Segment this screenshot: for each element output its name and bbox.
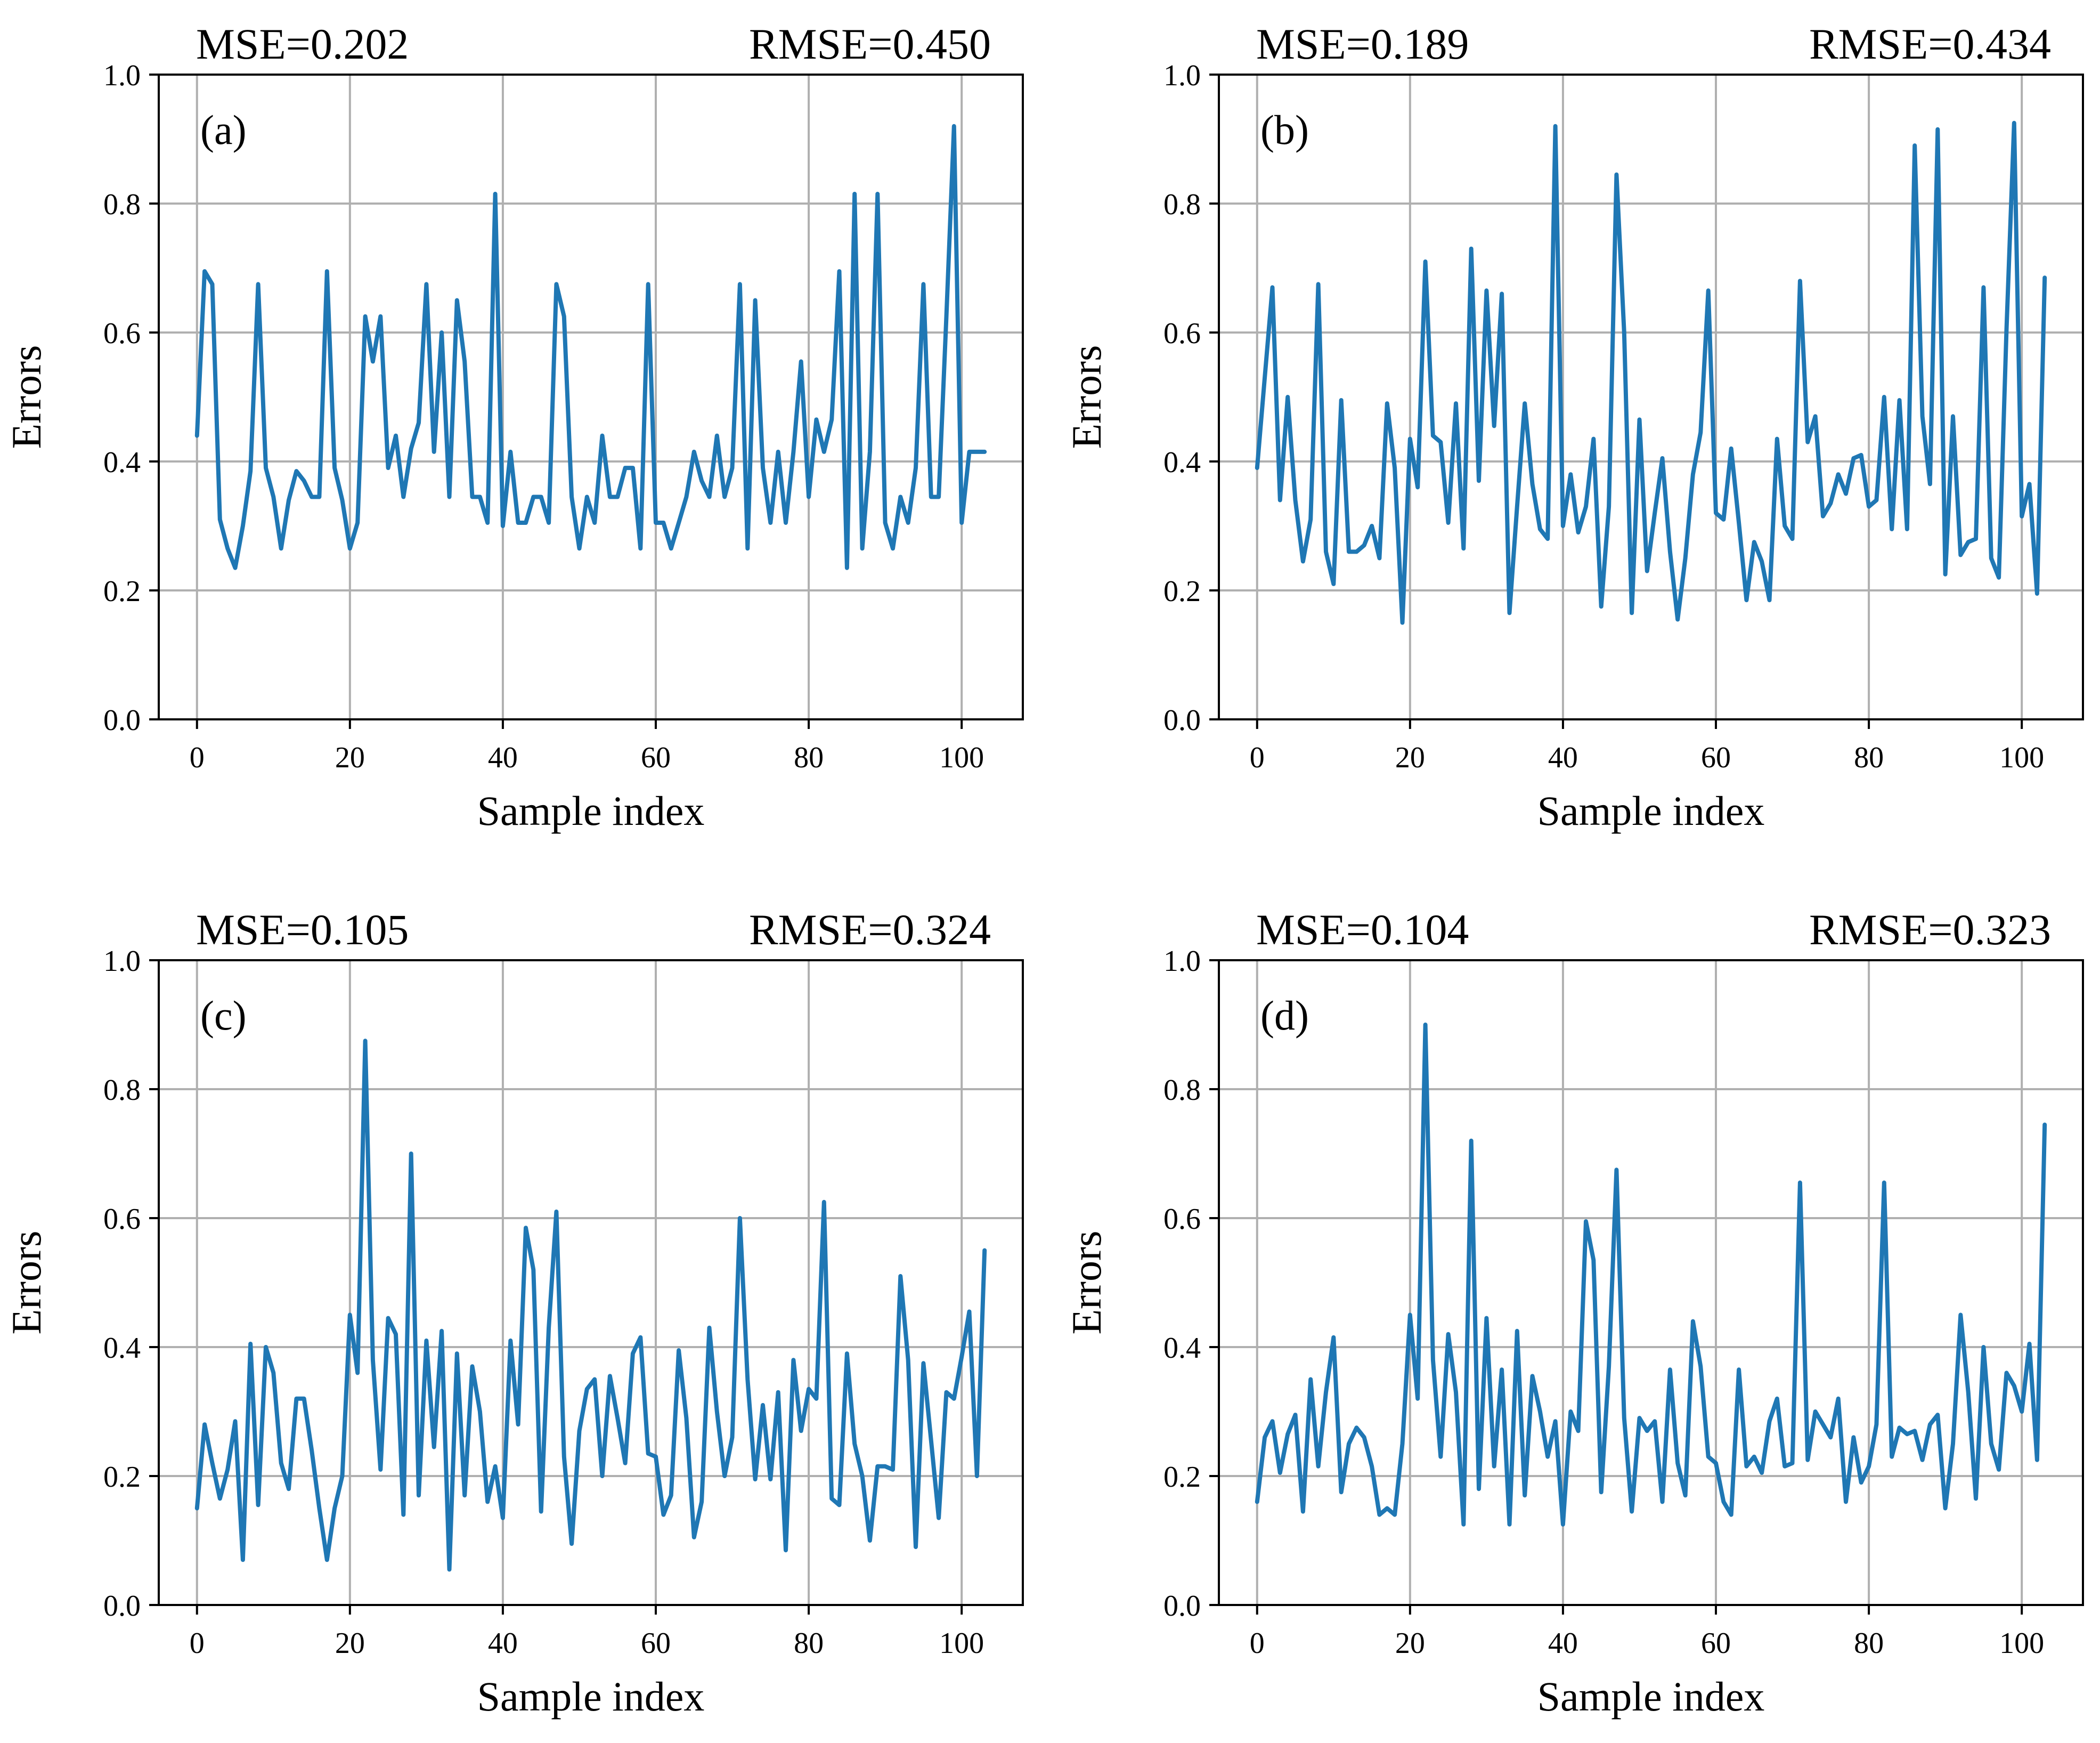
errors-series-line — [194, 1039, 987, 1572]
y-tick-label: 0.2 — [1163, 575, 1201, 608]
y-tick-label: 1.0 — [103, 59, 141, 92]
x-tick-label: 60 — [641, 1627, 671, 1660]
y-tick-label: 0.6 — [103, 1203, 141, 1236]
errors-series-line — [1255, 120, 2047, 625]
mse-label: MSE=0.105 — [196, 905, 409, 954]
y-tick-label: 0.4 — [1163, 446, 1201, 479]
x-tick-label: 40 — [1548, 741, 1578, 774]
y-tick-label: 0.6 — [1163, 317, 1201, 350]
x-tick-label: 0 — [1250, 741, 1265, 774]
x-tick-label: 20 — [335, 1627, 365, 1660]
rmse-label: RMSE=0.324 — [749, 905, 991, 954]
rmse-label: RMSE=0.434 — [1809, 20, 2051, 68]
y-tick-label: 1.0 — [1163, 945, 1201, 978]
x-axis-title: Sample index — [1537, 1673, 1765, 1720]
y-axis-title: Errors — [3, 1231, 50, 1335]
plot-frame — [1218, 959, 2084, 1606]
x-tick-label: 100 — [939, 741, 984, 774]
x-tick-label: 0 — [1250, 1627, 1265, 1660]
y-tick-label: 0.4 — [1163, 1332, 1201, 1365]
x-tick-label: 100 — [1999, 741, 2044, 774]
y-tick-label: 0.4 — [103, 1332, 141, 1365]
mse-label: MSE=0.104 — [1256, 905, 1469, 954]
x-axis-title: Sample index — [477, 788, 705, 834]
panel-label: (d) — [1260, 992, 1309, 1039]
x-tick-label: 20 — [1395, 1627, 1425, 1660]
x-tick-label: 60 — [641, 741, 671, 774]
x-axis-title: Sample index — [1537, 788, 1765, 834]
rmse-label: RMSE=0.450 — [749, 20, 991, 68]
y-tick-label: 0.0 — [1163, 704, 1201, 737]
x-tick-label: 80 — [794, 741, 824, 774]
x-tick-label: 100 — [1999, 1627, 2044, 1660]
y-axis-title: Errors — [1063, 345, 1110, 449]
x-tick-label: 60 — [1701, 1627, 1731, 1660]
x-tick-label: 20 — [1395, 741, 1425, 774]
y-tick-label: 0.6 — [1163, 1203, 1201, 1236]
chart-panel-a: 0 20 40 60 80 100 0.0 0.2 0.4 0.6 0.8 1.0 Sample ind… — [3, 20, 1024, 834]
errors-series-line — [1255, 1023, 2047, 1527]
x-tick-label: 0 — [190, 741, 205, 774]
y-axis-title: Errors — [1063, 1231, 1110, 1335]
y-tick-label: 0.0 — [1163, 1590, 1201, 1623]
x-tick-label: 80 — [794, 1627, 824, 1660]
panel-label: (b) — [1260, 107, 1309, 153]
x-tick-label: 40 — [1548, 1627, 1578, 1660]
x-tick-label: 40 — [488, 741, 518, 774]
plot-frame — [1218, 74, 2084, 720]
x-tick-label: 60 — [1701, 741, 1731, 774]
x-tick-label: 0 — [190, 1627, 205, 1660]
panel-label: (c) — [200, 992, 247, 1039]
errors-series-line — [194, 124, 987, 570]
y-axis-title: Errors — [3, 345, 50, 449]
y-tick-label: 0.8 — [1163, 188, 1201, 221]
y-tick-label: 0.2 — [103, 575, 141, 608]
y-tick-label: 0.8 — [103, 1074, 141, 1107]
mse-label: MSE=0.189 — [1256, 20, 1469, 68]
chart-panel-c: 0 20 40 60 80 100 0.0 0.2 0.4 0.6 0.8 1.0 Sample ind… — [3, 905, 1024, 1720]
plot-frame — [158, 74, 1024, 720]
y-tick-label: 1.0 — [1163, 59, 1201, 92]
y-tick-label: 0.8 — [1163, 1074, 1201, 1107]
x-tick-label: 20 — [335, 741, 365, 774]
y-tick-label: 0.8 — [103, 188, 141, 221]
y-tick-label: 1.0 — [103, 945, 141, 978]
x-axis-title: Sample index — [477, 1673, 705, 1720]
plot-frame — [158, 959, 1024, 1606]
y-tick-label: 0.6 — [103, 317, 141, 350]
chart-panel-b: 0 20 40 60 80 100 0.0 0.2 0.4 0.6 0.8 1.0 Sample ind… — [1063, 20, 2084, 834]
chart-panel-d: 0 20 40 60 80 100 0.0 0.2 0.4 0.6 0.8 1.0 Sample ind… — [1063, 905, 2084, 1720]
x-tick-label: 80 — [1854, 1627, 1884, 1660]
x-tick-label: 80 — [1854, 741, 1884, 774]
rmse-label: RMSE=0.323 — [1809, 905, 2051, 954]
y-tick-label: 0.4 — [103, 446, 141, 479]
x-tick-label: 40 — [488, 1627, 518, 1660]
y-tick-label: 0.0 — [103, 1590, 141, 1623]
y-tick-label: 0.2 — [103, 1461, 141, 1494]
y-tick-label: 0.0 — [103, 704, 141, 737]
y-tick-label: 0.2 — [1163, 1461, 1201, 1494]
x-tick-label: 100 — [939, 1627, 984, 1660]
panel-label: (a) — [200, 107, 247, 153]
mse-label: MSE=0.202 — [196, 20, 409, 68]
